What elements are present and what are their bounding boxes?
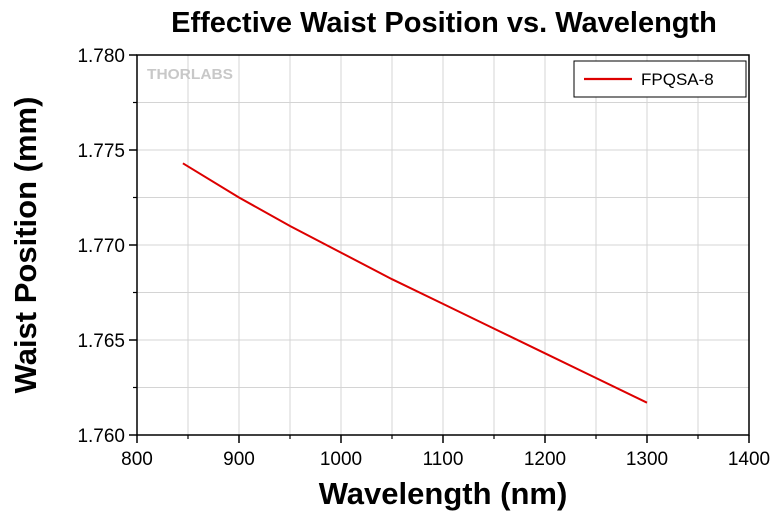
y-tick-label: 1.765 <box>77 331 125 352</box>
x-tick-label: 800 <box>121 449 153 470</box>
y-axis-label: Waist Position (mm) <box>8 97 43 394</box>
x-tick-labels: 800 900 1000 1100 1200 1300 1400 <box>121 449 770 470</box>
y-tick-label: 1.780 <box>77 46 125 67</box>
y-tick-label: 1.775 <box>77 141 125 162</box>
y-tick-label: 1.760 <box>77 426 125 447</box>
series-line <box>182 162 648 404</box>
x-tick-label: 1400 <box>728 449 770 470</box>
x-tick-label: 1100 <box>423 449 464 470</box>
chart-title: Effective Waist Position vs. Wavelength <box>171 7 717 39</box>
watermark-logo: THORLABS <box>147 66 233 83</box>
grid <box>137 55 749 435</box>
y-tick-labels: 1.760 1.765 1.770 1.775 1.780 <box>77 46 125 447</box>
x-axis-label: Wavelength (nm) <box>319 476 568 511</box>
legend-label: FPQSA-8 <box>641 70 714 89</box>
x-tick-label: 1200 <box>524 449 566 470</box>
legend: FPQSA-8 <box>573 60 747 98</box>
x-tick-label: 1000 <box>320 449 362 470</box>
axis-ticks <box>129 54 750 443</box>
y-tick-label: 1.770 <box>77 236 125 257</box>
x-tick-label: 900 <box>223 449 255 470</box>
x-tick-label: 1300 <box>626 449 668 470</box>
series-group <box>182 162 648 404</box>
